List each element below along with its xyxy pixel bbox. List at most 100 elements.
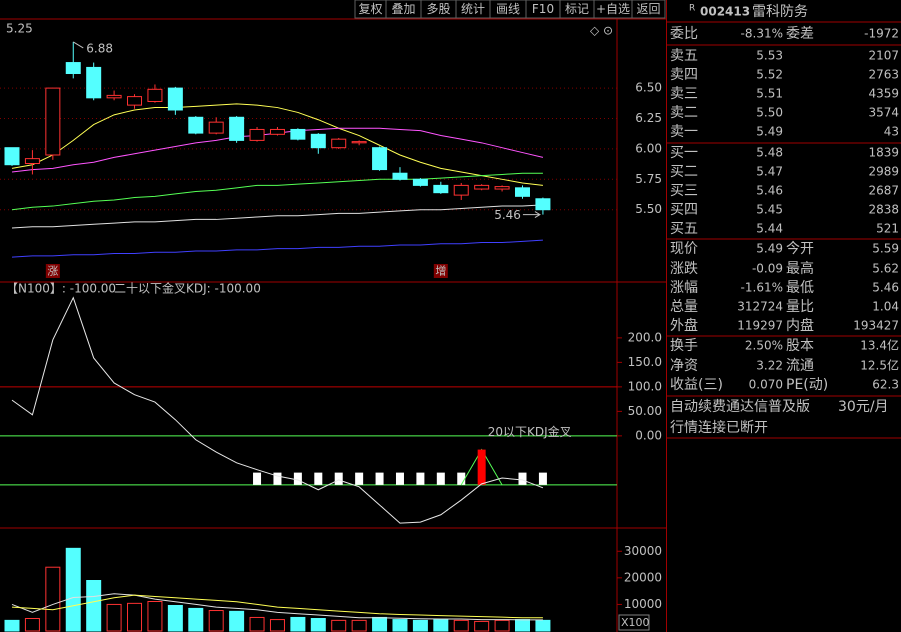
price: 5.48 — [756, 146, 783, 160]
y-tick-label: 5.50 — [635, 202, 662, 216]
label: 换手 — [670, 337, 698, 354]
icon[interactable]: ◇ — [590, 24, 600, 38]
signal-bar — [253, 472, 262, 485]
label: PE(动) — [786, 377, 828, 393]
stock-name: 雷科防务 — [752, 4, 808, 20]
arrow — [73, 41, 84, 49]
promo[interactable]: 自动续费通达信普及版 — [670, 398, 810, 415]
cross-bar — [477, 449, 486, 485]
candle-body — [310, 133, 326, 149]
candle-body — [474, 184, 490, 190]
volume-bar — [106, 603, 122, 632]
value: 3.22 — [756, 359, 783, 373]
ma-line — [11, 172, 543, 211]
volume-bar — [24, 618, 40, 632]
volume: 2687 — [868, 184, 899, 198]
signal-bar — [395, 472, 404, 485]
volume: 2989 — [868, 165, 899, 179]
volume-bar — [86, 580, 102, 632]
signal-bar — [334, 472, 343, 485]
volume-ma-line — [11, 593, 543, 621]
candle-body — [127, 96, 143, 106]
label: 最低 — [786, 280, 814, 296]
value: 12.5亿 — [860, 358, 899, 373]
unit-box — [618, 614, 650, 631]
price: 5.50 — [756, 106, 783, 120]
volume-bar — [65, 547, 81, 632]
value: 5.49 — [756, 242, 783, 256]
candle-body — [229, 116, 245, 141]
volume-bar — [188, 607, 204, 632]
price: 5.45 — [756, 203, 783, 217]
candle-body — [188, 116, 204, 134]
label: 最高 — [786, 260, 814, 277]
y-tick-label: 5.75 — [635, 172, 662, 186]
price: 5.53 — [756, 49, 783, 63]
toolbar-label[interactable]: 统计 — [461, 2, 485, 16]
volume-bar — [474, 620, 490, 632]
label: 委差 — [786, 26, 814, 42]
signal-bar — [375, 472, 384, 485]
candle-body — [331, 138, 347, 149]
unit-label: X100 — [621, 616, 650, 629]
label: 净资 — [670, 358, 698, 374]
value: -1.61% — [741, 281, 783, 295]
signal-bar — [436, 472, 445, 485]
y-tick-label: 200.0 — [628, 330, 662, 344]
value: -8.31% — [741, 27, 783, 41]
volume-bar — [433, 619, 449, 632]
volume-bar — [392, 619, 408, 632]
volume-bar — [229, 610, 245, 632]
toolbar-label[interactable]: 叠加 — [391, 2, 415, 16]
signal-bar — [273, 472, 282, 485]
toolbar-label[interactable]: 标记 — [565, 2, 589, 16]
price: 5.46 — [756, 184, 783, 198]
toolbar-label[interactable]: 复权 — [358, 2, 382, 16]
y-tick-label: 6.50 — [635, 81, 662, 95]
candle-body — [535, 198, 551, 211]
price: 5.49 — [756, 125, 783, 139]
volume-bar — [45, 566, 61, 632]
promo-price[interactable]: 30元/月 — [838, 399, 889, 415]
value: 312724 — [737, 300, 783, 314]
value: 5.46 — [872, 281, 899, 295]
y-tick-label: 6.25 — [635, 111, 662, 125]
toolbar-label[interactable]: F10 — [532, 2, 554, 16]
signal-bar — [416, 472, 425, 485]
toolbar-button[interactable] — [631, 0, 666, 19]
y-tick-label: 50.00 — [628, 404, 662, 418]
y-tick-label: 6.00 — [635, 141, 662, 155]
volume: 521 — [876, 222, 899, 236]
y-tick-label: 20000 — [624, 570, 662, 584]
volume-bar — [331, 619, 347, 632]
marker: 增 — [435, 264, 446, 278]
label: 今开 — [786, 241, 814, 257]
toolbar-label[interactable]: 画线 — [496, 2, 520, 16]
value: 5.59 — [872, 242, 899, 256]
candle-body — [65, 62, 81, 75]
candle-body — [433, 184, 449, 194]
value: 119297 — [737, 319, 783, 333]
volume-bar — [208, 610, 224, 632]
value: 2.50% — [745, 339, 783, 353]
signal-bar — [293, 472, 302, 485]
icon[interactable]: ⊙ — [603, 24, 613, 38]
toolbar-label[interactable]: 返回 — [636, 2, 660, 16]
label: 卖二 — [670, 105, 698, 121]
value: 5.62 — [872, 262, 899, 276]
value: 193427 — [853, 319, 899, 333]
toolbar-label[interactable]: 多股 — [426, 2, 450, 16]
toolbar-label[interactable]: +自选 — [596, 2, 630, 16]
label: 外盘 — [670, 317, 698, 334]
candle-body — [392, 172, 408, 180]
signal-bar — [538, 472, 547, 485]
candle-body — [269, 128, 285, 135]
label: 委比 — [670, 26, 698, 42]
volume: 43 — [884, 125, 899, 139]
candle-body — [24, 158, 40, 164]
signal-bar — [518, 472, 527, 485]
flag: R — [689, 4, 695, 14]
signal-bar — [457, 472, 466, 485]
y-tick-label: 150.0 — [628, 355, 662, 369]
